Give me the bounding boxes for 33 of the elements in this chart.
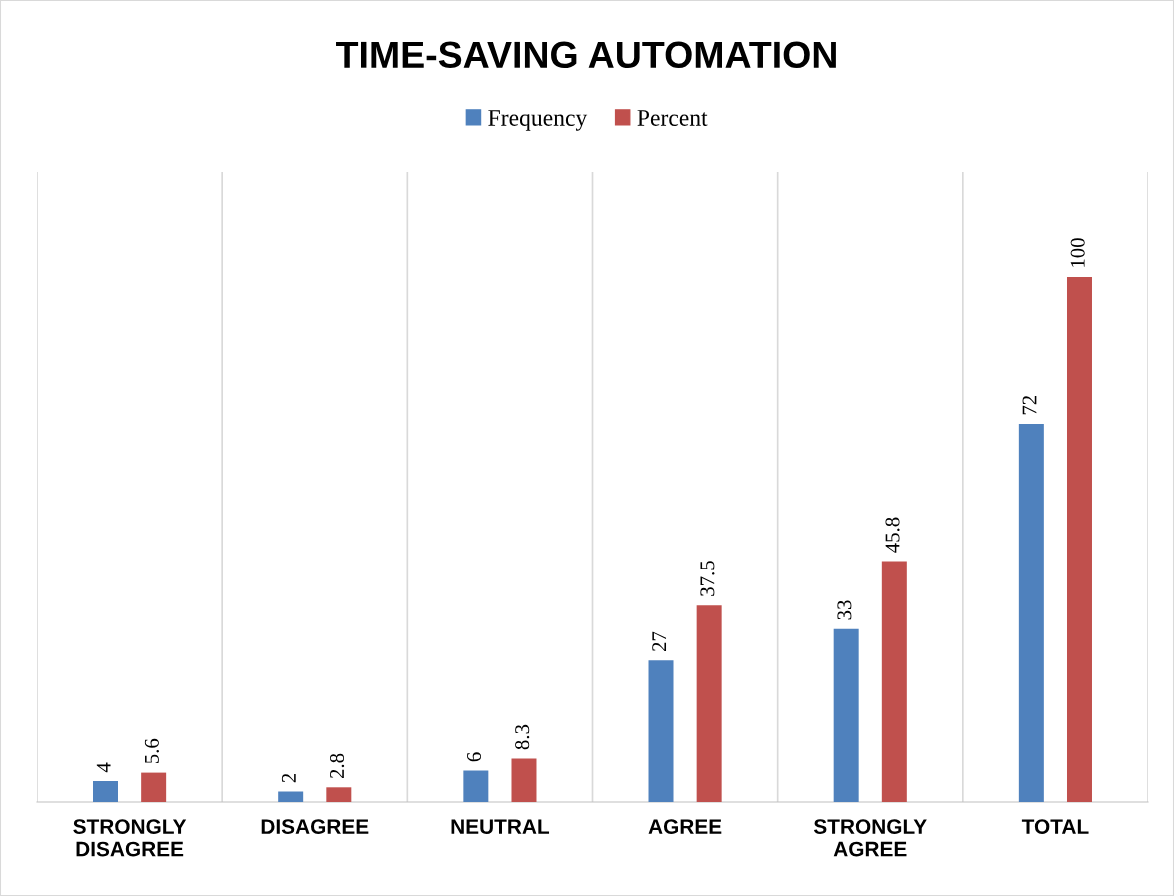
bar: [326, 787, 352, 802]
data-label: 5.6: [144, 738, 159, 764]
bar: [1018, 424, 1044, 802]
data-label: 2: [281, 773, 296, 783]
data-label: 6: [467, 752, 482, 762]
x-tick-label: STRONGLY AGREE: [813, 819, 927, 857]
x-tick-label: STRONGLY DISAGREE: [73, 819, 187, 857]
bar: [278, 791, 304, 802]
data-label: 4: [96, 762, 111, 773]
data-label: 100: [1070, 238, 1085, 267]
bar: [696, 605, 722, 802]
chart-title: TIME-SAVING AUTOMATION: [336, 41, 836, 69]
data-label: 45.8: [885, 517, 900, 553]
data-label: 33: [837, 600, 852, 620]
x-tick-label: DISAGREE: [261, 819, 369, 834]
bar: [141, 772, 167, 802]
bar: [463, 770, 489, 802]
bar: [93, 781, 119, 802]
data-label: 8.3: [515, 724, 530, 750]
x-tick-label: TOTAL: [1021, 819, 1089, 834]
bar: [881, 561, 907, 802]
bar: [648, 660, 674, 802]
data-label: 72: [1022, 395, 1037, 415]
data-label: 2.8: [329, 753, 345, 779]
data-label: 37.5: [700, 561, 715, 596]
legend-label: Percent: [637, 110, 708, 126]
bar: [511, 758, 537, 802]
data-label: 27: [652, 631, 667, 651]
x-tick-label: AGREE: [648, 819, 722, 834]
legend-label: Frequency: [488, 110, 588, 131]
bar: [1066, 277, 1092, 802]
x-tick-label: NEUTRAL: [451, 819, 550, 834]
bar: [833, 628, 859, 802]
